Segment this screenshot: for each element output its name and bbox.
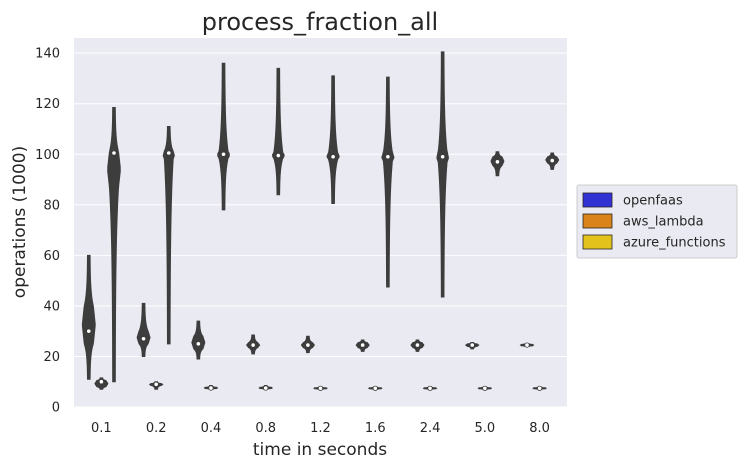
violin-body (136, 302, 151, 357)
violin-series (107, 51, 560, 383)
median-point (111, 150, 117, 156)
y-tick-label: 60 (43, 249, 60, 264)
legend: openfaas aws_lambda azure_functions (576, 184, 738, 259)
y-tick-label: 80 (43, 198, 60, 213)
x-axis-label: time in seconds (253, 440, 387, 460)
violin-body (191, 320, 206, 360)
x-tick-label: 5.0 (474, 421, 495, 436)
median-point (153, 381, 159, 387)
median-point (140, 336, 147, 342)
axis-ticks: 0 20 40 60 80 100 120 140 0.1 0.2 0.4 0.8 1.2 1.6 2.4 5… (35, 47, 550, 436)
violin-body (436, 51, 449, 298)
violin-body (381, 76, 395, 288)
legend-label: openfaas (623, 194, 683, 209)
median-point (98, 379, 104, 385)
violin-plots (81, 51, 560, 391)
median-point (427, 385, 433, 391)
median-point (537, 385, 543, 391)
median-point (317, 385, 324, 391)
median-point (482, 385, 488, 391)
x-tick-label: 0.2 (146, 421, 167, 436)
x-tick-label: 8.0 (529, 421, 550, 436)
y-tick-label: 0 (52, 401, 60, 416)
legend-label: aws_lambda (623, 215, 704, 230)
median-point (275, 152, 281, 159)
median-point (195, 341, 201, 347)
median-point (524, 342, 530, 348)
median-point (385, 154, 391, 160)
median-point (166, 150, 172, 156)
legend-frame (576, 184, 738, 259)
median-point (86, 328, 92, 334)
x-tick-label: 0.1 (91, 421, 112, 436)
median-point (305, 342, 311, 348)
plot-background (74, 38, 567, 407)
y-tick-label: 100 (35, 148, 60, 163)
violin-body (326, 75, 340, 205)
legend-swatch (582, 234, 613, 250)
legend-swatch (582, 192, 613, 208)
median-point (208, 385, 214, 391)
legend-label: azure_functions (623, 236, 726, 251)
x-tick-label: 0.8 (255, 421, 276, 436)
x-tick-label: 0.4 (201, 421, 222, 436)
violin-series (81, 254, 535, 380)
y-tick-label: 140 (35, 47, 60, 62)
legend-swatch (582, 213, 613, 229)
y-tick-label: 40 (43, 299, 60, 314)
median-point (220, 151, 227, 157)
violin-body (271, 67, 285, 196)
median-point (440, 154, 446, 160)
x-tick-label: 1.2 (310, 421, 331, 436)
violin-body (107, 107, 121, 383)
violin-series (94, 377, 547, 391)
median-point (330, 154, 336, 160)
y-tick-label: 120 (35, 97, 60, 112)
violin-body (81, 254, 96, 380)
violin-body (162, 125, 175, 345)
chart-title: process_fraction_all (202, 8, 438, 36)
median-point (469, 342, 475, 348)
median-point (360, 342, 366, 348)
median-point (263, 385, 269, 391)
median-point (494, 159, 501, 165)
median-point (414, 342, 421, 348)
y-tick-label: 20 (43, 350, 60, 365)
grid-lines (74, 52, 567, 408)
median-point (372, 385, 378, 391)
y-axis-label: operations (1000) (10, 146, 30, 298)
x-tick-label: 2.4 (420, 421, 441, 436)
x-tick-label: 1.6 (365, 421, 386, 436)
violin-body (217, 62, 230, 211)
median-point (549, 157, 555, 164)
median-point (250, 342, 256, 348)
